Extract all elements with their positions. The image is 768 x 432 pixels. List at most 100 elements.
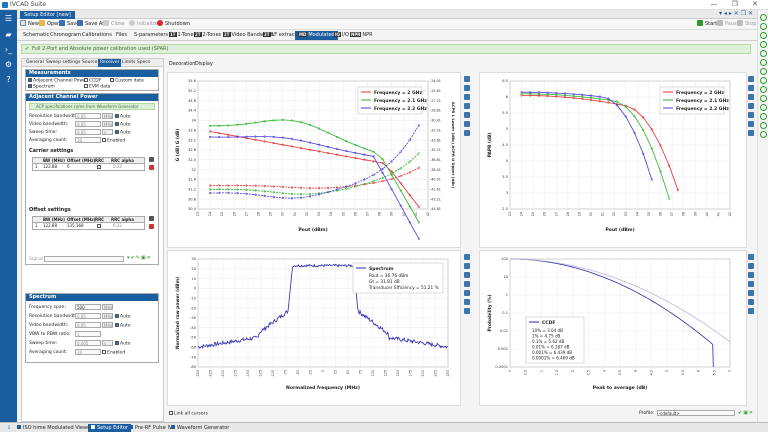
offset-remove-icon[interactable]: [149, 224, 154, 229]
evm-data-checkbox[interactable]: EVM data: [84, 84, 110, 90]
tab-modulated[interactable]: MD Modulated: [295, 31, 338, 40]
document-tab[interactable]: Setup Editor [new]: [20, 11, 75, 19]
tab-npr[interactable]: NPR NPR: [350, 32, 373, 38]
rbw-input[interactable]: 0.05: [75, 113, 101, 119]
terminal-icon[interactable]: ›_: [4, 45, 13, 54]
status-light-icon[interactable]: [760, 41, 767, 48]
tab-general[interactable]: General: [26, 60, 44, 65]
new-button[interactable]: New: [20, 20, 39, 29]
spectrum-row-auto[interactable]: Enabled: [102, 350, 125, 356]
status-light-icon[interactable]: [760, 23, 767, 30]
open-button[interactable]: Open: [39, 20, 60, 29]
status-light-icon[interactable]: [760, 14, 767, 21]
close-button[interactable]: Close: [103, 20, 125, 29]
tab-chronogram[interactable]: Chronogram: [50, 32, 82, 38]
profile-select[interactable]: <default>: [657, 410, 735, 416]
plot4-tools[interactable]: [748, 254, 756, 317]
spectrum-row-input[interactable]: 10: [75, 349, 101, 355]
custom-data-checkbox[interactable]: Custom data: [110, 78, 144, 84]
carrier-remove-icon[interactable]: [149, 165, 154, 170]
tab-video-bandwidth[interactable]: 2T Video Bandwidth: [223, 32, 274, 38]
tab-s-parameters[interactable]: S-parameters: [134, 32, 168, 38]
spectrum-row-auto[interactable]: Auto: [115, 323, 130, 329]
shutdown-button[interactable]: Shutdown: [157, 20, 190, 29]
status-light-icon[interactable]: [760, 68, 767, 75]
spectrum-row-input[interactable]: 1: [75, 331, 101, 337]
tab-2-tones[interactable]: 2T 2-Tones: [194, 32, 222, 38]
taskbar-item-pre-rf[interactable]: Pre-RF Pulse IV: [126, 424, 175, 432]
spectrum-checkbox[interactable]: Spectrum: [28, 84, 55, 90]
sweep-time-unit[interactable]: s: [102, 129, 113, 135]
status-light-icon[interactable]: [760, 50, 767, 57]
window-controls[interactable]: — ❐ ✕: [710, 0, 764, 8]
tab-source[interactable]: Source: [82, 60, 98, 65]
vbw-input[interactable]: 0.05: [75, 121, 101, 127]
spectrum-row-auto[interactable]: Auto: [115, 341, 130, 347]
save-button[interactable]: Save: [59, 20, 79, 29]
averaging-input[interactable]: 10: [75, 137, 101, 143]
acp-checkbox[interactable]: Adjacent Channel Power: [28, 78, 88, 84]
spectrum-row-input[interactable]: 500: [75, 304, 101, 310]
spectrum-row-input[interactable]: 0.05: [75, 313, 101, 319]
tab-limits-specs[interactable]: Limits Specs: [122, 60, 151, 65]
spectrum-row-unit[interactable]: MHz: [102, 322, 113, 328]
link-cursors-checkbox[interactable]: Link all cursors: [169, 411, 208, 417]
signal-select[interactable]: [44, 256, 124, 262]
sweep-time-auto[interactable]: Auto: [115, 130, 130, 136]
status-light-icon[interactable]: [760, 86, 767, 93]
settings-icon[interactable]: ⚙: [4, 60, 13, 69]
tab-display[interactable]: Display: [195, 62, 213, 67]
tab-sweep-settings[interactable]: Sweep settings: [46, 60, 81, 65]
document-controls[interactable]: ▾ ◂ ▸ ✕ ❐ ✕: [718, 10, 753, 17]
taskbar-item-viewer[interactable]: ISO hime Modulated Viewer: [14, 424, 95, 432]
spectrum-row-unit[interactable]: s: [102, 340, 113, 346]
taskbar-menu-icon[interactable]: ⇩: [7, 425, 12, 431]
rbw-unit[interactable]: MHz: [102, 113, 113, 119]
status-light-icon[interactable]: [760, 77, 767, 84]
plot2-tools[interactable]: [748, 76, 756, 139]
taskbar-item-setup-editor[interactable]: Setup Editor: [88, 424, 131, 432]
status-light-icon[interactable]: [760, 113, 767, 120]
spectrum-row-input[interactable]: 0.05: [75, 322, 101, 328]
vbw-auto[interactable]: Auto: [115, 122, 130, 128]
status-light-icon[interactable]: [760, 131, 767, 138]
tab-i-q[interactable]: IQ I/Q: [334, 32, 349, 38]
help-icon[interactable]: ?: [6, 75, 11, 84]
ccdf-checkbox[interactable]: CCDF: [84, 78, 101, 84]
tab-lf-extraction[interactable]: 2T LF extraction: [263, 32, 305, 38]
tab-calibrations[interactable]: Calibrations: [82, 32, 112, 38]
start-button[interactable]: Start: [697, 20, 717, 29]
vbw-unit[interactable]: MHz: [102, 121, 113, 127]
pause-button[interactable]: Pause: [717, 20, 740, 29]
tab-1-tone[interactable]: 1T 1-Tone: [169, 32, 194, 38]
carrier-row[interactable]: 1 122.88 0 0.22: [35, 164, 122, 169]
offset-add-icon[interactable]: [149, 216, 154, 221]
sweep-time-input[interactable]: 0.05: [75, 129, 101, 135]
signal-actions[interactable]: ▾✔✎▣✕: [127, 255, 152, 261]
menu-icon[interactable]: ☰: [4, 14, 13, 23]
spectrum-row-auto[interactable]: Auto: [115, 314, 130, 320]
profile-actions[interactable]: ✔▣✕: [738, 410, 755, 416]
status-light-icon[interactable]: [760, 32, 767, 39]
status-light-icon[interactable]: [760, 104, 767, 111]
offset-row[interactable]: 1 122.88 135.168 0.22: [35, 223, 122, 228]
taskbar-item-waveform[interactable]: Waveform Generator: [168, 424, 232, 432]
status-light-icon[interactable]: [760, 95, 767, 102]
status-light-icon[interactable]: [760, 59, 767, 66]
spectrum-row-unit[interactable]: MHz: [102, 313, 113, 319]
carrier-add-icon[interactable]: [149, 157, 154, 162]
rbw-auto[interactable]: Auto: [115, 114, 130, 120]
tab-decoration[interactable]: Decoration: [169, 62, 196, 67]
averaging-enabled[interactable]: Enabled: [102, 138, 125, 144]
save-as-button[interactable]: Save As: [77, 20, 105, 29]
initialize-button[interactable]: Initialize: [129, 20, 158, 29]
spectrum-row-unit[interactable]: MHz: [102, 304, 113, 310]
status-light-icon[interactable]: [760, 122, 767, 129]
folder-icon[interactable]: ▰: [5, 30, 12, 39]
tab-receiver[interactable]: Receiver: [98, 59, 122, 67]
stop-button[interactable]: Stop: [737, 20, 756, 29]
tab-schematic[interactable]: Schematic: [23, 32, 50, 38]
plot3-tools[interactable]: [464, 254, 472, 317]
tab-files[interactable]: Files: [116, 32, 127, 38]
spectrum-row-input[interactable]: 0.005: [75, 340, 101, 346]
